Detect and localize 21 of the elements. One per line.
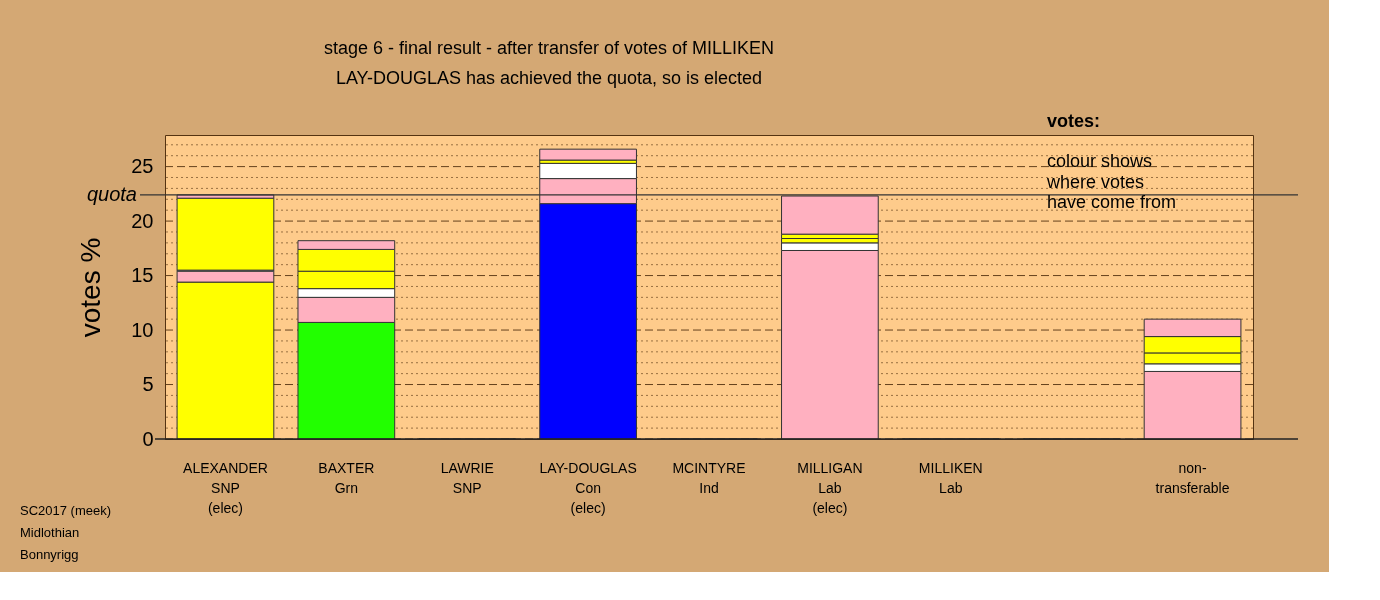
y-tick-label: 5 (142, 373, 154, 396)
chart-title: stage 6 - final result - after transfer of votes of MILLIKEN (323, 38, 775, 58)
x-tick-label: MILLIGAN Lab (elec) (797, 459, 863, 516)
y-tick-label: 20 (131, 209, 154, 232)
annotation: colour shows where votes have come from (1046, 151, 1177, 213)
x-tick-label: BAXTER Grn (318, 459, 375, 496)
ref-line-label: quota (86, 182, 137, 205)
y-tick-label: 15 (131, 264, 154, 287)
x-tick-label: MILLIKEN Lab (918, 459, 983, 496)
x-tick-label: non- transferable (1155, 459, 1230, 496)
y-tick-label: 0 (142, 427, 154, 450)
text: SC2017 (meek) Midlothian Bonnyrigg (20, 503, 112, 562)
x-tick-label: ALEXANDER SNP (elec) (183, 459, 268, 516)
chart-subtitle: LAY-DOUGLAS has achieved the quota, so is elected (335, 68, 763, 88)
y-tick-label: 25 (131, 155, 154, 178)
x-tick-label: LAWRIE SNP (440, 459, 494, 496)
x-tick-label: LAY-DOUGLAS Con (elec) (539, 459, 637, 516)
x-tick-label: MCINTYRE Ind (672, 459, 746, 496)
y-tick-label: 10 (131, 318, 154, 341)
y-axis-title: votes % (75, 237, 107, 338)
text: votes: (1047, 111, 1101, 131)
